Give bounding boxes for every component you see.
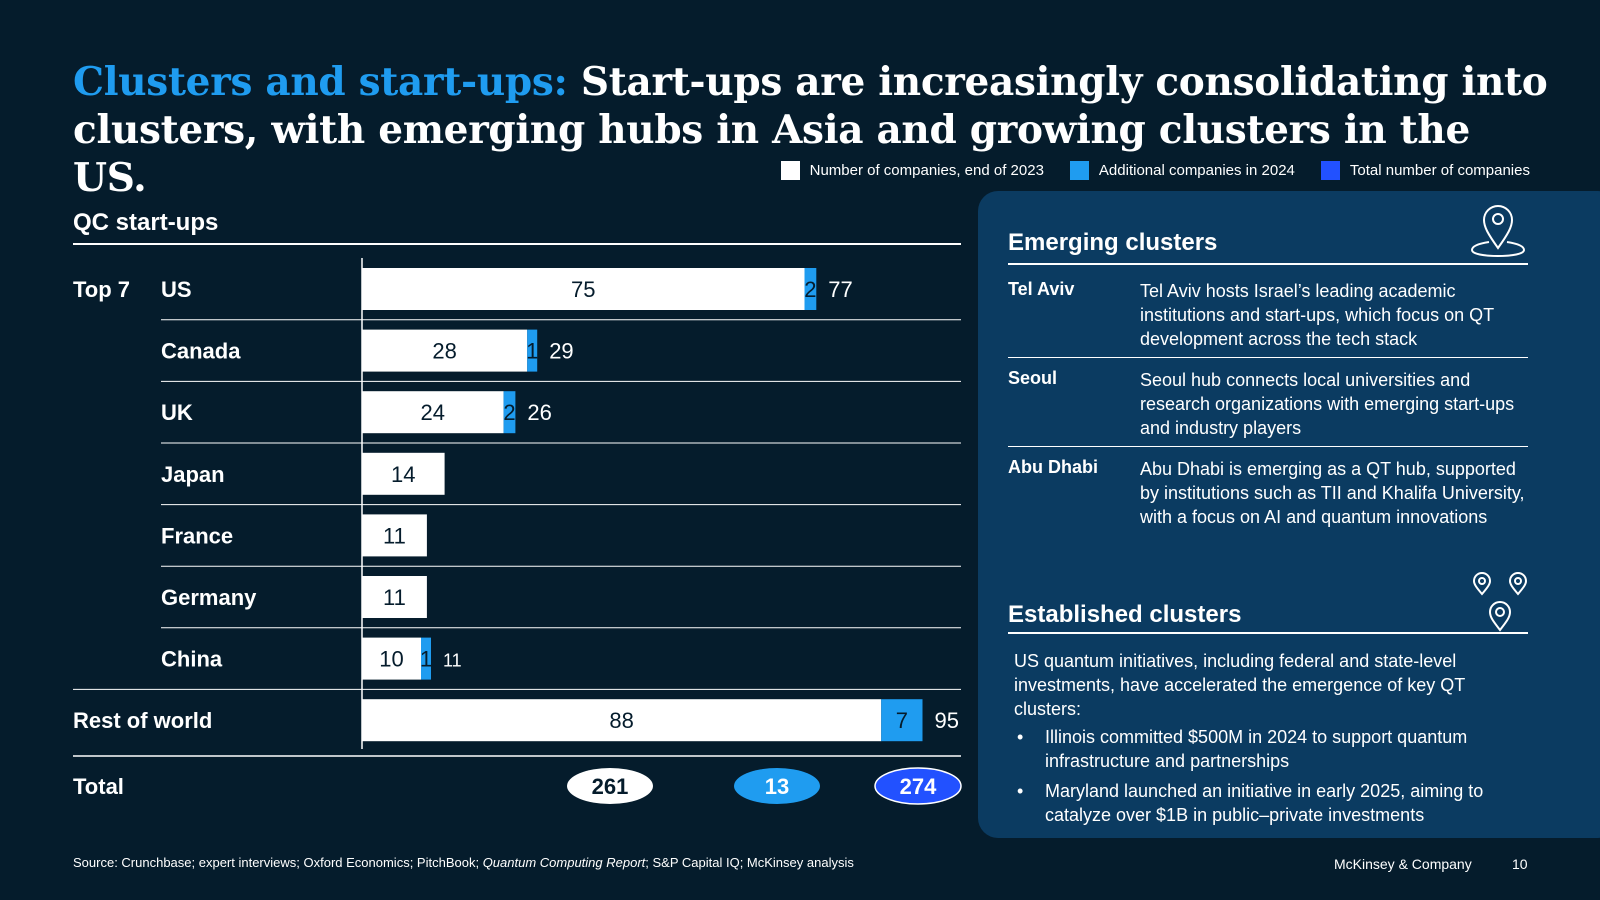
bar-2023-label: 10 — [379, 647, 403, 672]
emerging-clusters-title: Emerging clusters — [1008, 229, 1218, 256]
category-label: China — [161, 647, 223, 672]
established-bullets: Illinois committed $500M in 2024 to supp… — [1014, 725, 1534, 833]
city-divider — [1008, 446, 1528, 447]
bar-2024-label: 1 — [420, 647, 432, 672]
city-abu-dhabi-desc: Abu Dhabi is emerging as a QT hub, suppo… — [1140, 459, 1525, 527]
bar-2024 — [503, 391, 516, 434]
bar-chart: Top 7 US 75 2 77 Canada 28 1 29 UK 24 2 26 Japan 14 Fra… — [73, 258, 962, 805]
title-rest: Start-ups are increasingly consolidating… — [73, 59, 1548, 201]
bar-2023 — [362, 514, 427, 557]
bar-total-label: 26 — [527, 400, 551, 425]
chart-title-rule — [73, 243, 961, 245]
source-italic: Quantum Computing Report — [482, 855, 646, 870]
bar-2024-label: 2 — [503, 400, 515, 425]
legend-label-total: Total number of companies — [1349, 162, 1530, 179]
title-accent: Clusters and start-ups: — [73, 59, 568, 105]
bar-2024 — [527, 329, 538, 372]
city-seoul: Seoul — [1008, 368, 1058, 388]
bar-2024 — [881, 699, 923, 742]
legend-swatch-white — [780, 161, 800, 180]
source-prefix: Source: Crunchbase; expert interviews; O… — [73, 855, 483, 870]
category-label: UK — [161, 400, 193, 425]
established-title-rule — [1008, 632, 1528, 634]
bar-2023 — [362, 268, 805, 310]
total-2024-pill — [734, 768, 820, 804]
bar-total-label: 77 — [828, 277, 852, 302]
brand-name: McKinsey & Company — [1334, 856, 1472, 872]
bar-2023-label: 11 — [383, 585, 406, 610]
chart-legend: Number of companies, end of 2023 Additio… — [780, 161, 1530, 180]
bar-2023-label: 28 — [432, 339, 456, 364]
bullet-illinois: Illinois committed $500M in 2024 to supp… — [1014, 725, 1534, 773]
slide-title: Clusters and start-ups: Start-ups are in… — [73, 58, 1553, 202]
bar-2024-label: 2 — [804, 277, 816, 302]
total-2024-pill-label: 13 — [765, 774, 789, 799]
bar-2023-label: 75 — [571, 277, 595, 302]
legend-item-total: Total number of companies — [1320, 161, 1530, 180]
page-number: 10 — [1512, 856, 1528, 872]
total-2023-pill-label: 261 — [592, 774, 629, 799]
established-intro: US quantum initiatives, including federa… — [1014, 651, 1465, 719]
total-all-pill-label: 274 — [900, 774, 937, 799]
category-label: France — [161, 523, 233, 548]
legend-item-2024: Additional companies in 2024 — [1069, 161, 1295, 180]
bar-2023 — [362, 576, 427, 618]
category-label: Rest of world — [73, 708, 212, 733]
source-suffix: ; S&P Capital IQ; McKinsey analysis — [645, 855, 854, 870]
legend-label-2023: Number of companies, end of 2023 — [809, 162, 1044, 179]
city-tel-aviv: Tel Aviv — [1008, 279, 1075, 299]
legend-swatch-blue — [1320, 161, 1340, 180]
total-all-pill — [874, 767, 962, 805]
city-divider — [1008, 357, 1528, 358]
total-2023-pill — [567, 768, 653, 804]
established-clusters-title: Established clusters — [1008, 601, 1242, 628]
bar-total-label: 95 — [935, 708, 959, 733]
city-seoul-desc: Seoul hub connects local universities an… — [1140, 370, 1515, 438]
category-label: Canada — [161, 339, 241, 364]
emerging-title-rule — [1008, 263, 1528, 265]
multiple-location-pins-icon — [1472, 572, 1528, 632]
city-abu-dhabi: Abu Dhabi — [1008, 457, 1098, 477]
bar-total-label: 11 — [443, 651, 462, 671]
bar-2023-label: 24 — [421, 400, 445, 425]
source-note: Source: Crunchbase; expert interviews; O… — [73, 855, 854, 870]
bar-total-label: 29 — [549, 339, 573, 364]
legend-item-2023: Number of companies, end of 2023 — [780, 161, 1044, 180]
category-label: US — [161, 277, 192, 302]
bar-2023 — [362, 699, 882, 742]
bar-2023 — [362, 452, 445, 495]
legend-label-2024: Additional companies in 2024 — [1098, 162, 1295, 179]
bar-2023-label: 14 — [391, 462, 415, 487]
bar-2023 — [362, 329, 528, 372]
totals-label: Total — [73, 774, 124, 799]
location-pin-icon — [1470, 205, 1526, 258]
bar-2024-label: 1 — [526, 339, 538, 364]
category-label: Japan — [161, 462, 225, 487]
category-label: Germany — [161, 585, 257, 610]
bar-2023 — [362, 637, 421, 680]
bar-2024-label: 7 — [896, 708, 908, 733]
bar-2023-label: 88 — [609, 708, 633, 733]
chart-title: QC start-ups — [73, 209, 219, 236]
bar-2023 — [362, 391, 504, 434]
legend-swatch-cyan — [1069, 161, 1089, 180]
bar-2024 — [421, 637, 431, 680]
bar-2024 — [804, 268, 817, 310]
city-tel-aviv-desc: Tel Aviv hosts Israel’s leading academic… — [1140, 281, 1494, 349]
group-label-top7: Top 7 — [73, 277, 130, 302]
bar-2023-label: 11 — [383, 523, 406, 548]
bullet-maryland: Maryland launched an initiative in early… — [1014, 779, 1534, 827]
